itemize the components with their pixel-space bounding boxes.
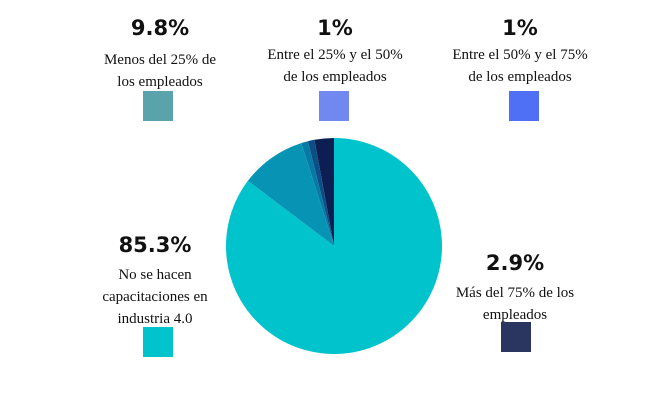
label-50a75-line1: Entre el 50% y el 75% [452,47,588,63]
label-50a75-line2: de los empleados [468,69,572,85]
percent-25a50: 1% [317,16,353,40]
label-no-line3: industria 4.0 [117,311,193,327]
pie-slice-mas75 [314,138,334,246]
label-menos25: Menos del 25% de los empleados [90,49,230,93]
label-50a75: Entre el 50% y el 75% de los empleados [440,44,600,88]
legend-swatch-no [143,327,173,357]
pie-slice-menos25 [247,143,334,246]
legend-swatch-50a75 [509,91,539,121]
label-mas75: Más del 75% de los empleados [445,282,585,326]
label-mas75-line2: empleados [482,307,548,323]
legend-swatch-25a50 [319,91,349,121]
pie-slice-50a75 [307,139,334,246]
percent-no: 85.3% [118,233,192,257]
legend-swatch-menos25 [143,91,173,121]
label-mas75-line1: Más del 75% de los [455,285,575,301]
percent-50a75: 1% [502,16,538,40]
label-no: No se hacen capacitaciones en industria … [85,264,225,330]
label-25a50: Entre el 25% y el 50% de los empleados [255,44,415,88]
pie-slice-no [226,138,442,354]
legend-swatch-mas75 [501,322,531,352]
pie-slice-25a50 [301,141,334,246]
label-no-line2: capacitaciones en [102,289,208,305]
label-25a50-line2: de los empleados [283,69,387,85]
label-menos25-line2: los empleados [117,74,203,90]
label-25a50-line1: Entre el 25% y el 50% [267,47,403,63]
percent-menos25: 9.8% [130,16,190,40]
label-menos25-line1: Menos del 25% de [103,52,217,68]
percent-mas75: 2.9% [485,251,545,275]
label-no-line1: No se hacen [118,267,192,283]
